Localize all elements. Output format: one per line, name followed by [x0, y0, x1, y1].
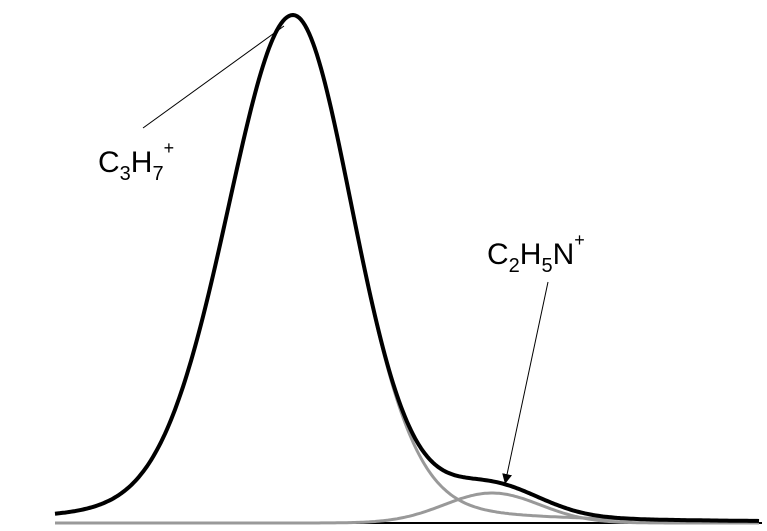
label-superscript: + — [164, 138, 175, 158]
label-c3h7: C3H7+ — [98, 138, 174, 185]
envelope-curve — [54, 13, 760, 523]
arrow — [502, 281, 549, 485]
label-part: N — [553, 238, 575, 271]
component-curve — [55, 491, 759, 525]
label-subscript: 5 — [541, 255, 552, 277]
label-subscript: 2 — [509, 255, 520, 277]
label-superscript: + — [574, 230, 585, 250]
label-part: C — [487, 238, 509, 271]
label-subscript: 7 — [152, 163, 163, 185]
label-part: H — [131, 146, 153, 179]
label-subscript: 3 — [120, 163, 131, 185]
curves — [54, 13, 760, 525]
label-c2h5n: C2H5N+ — [487, 230, 585, 277]
label-part: H — [520, 238, 542, 271]
label-part: C — [98, 146, 120, 179]
leader-line — [142, 25, 285, 129]
